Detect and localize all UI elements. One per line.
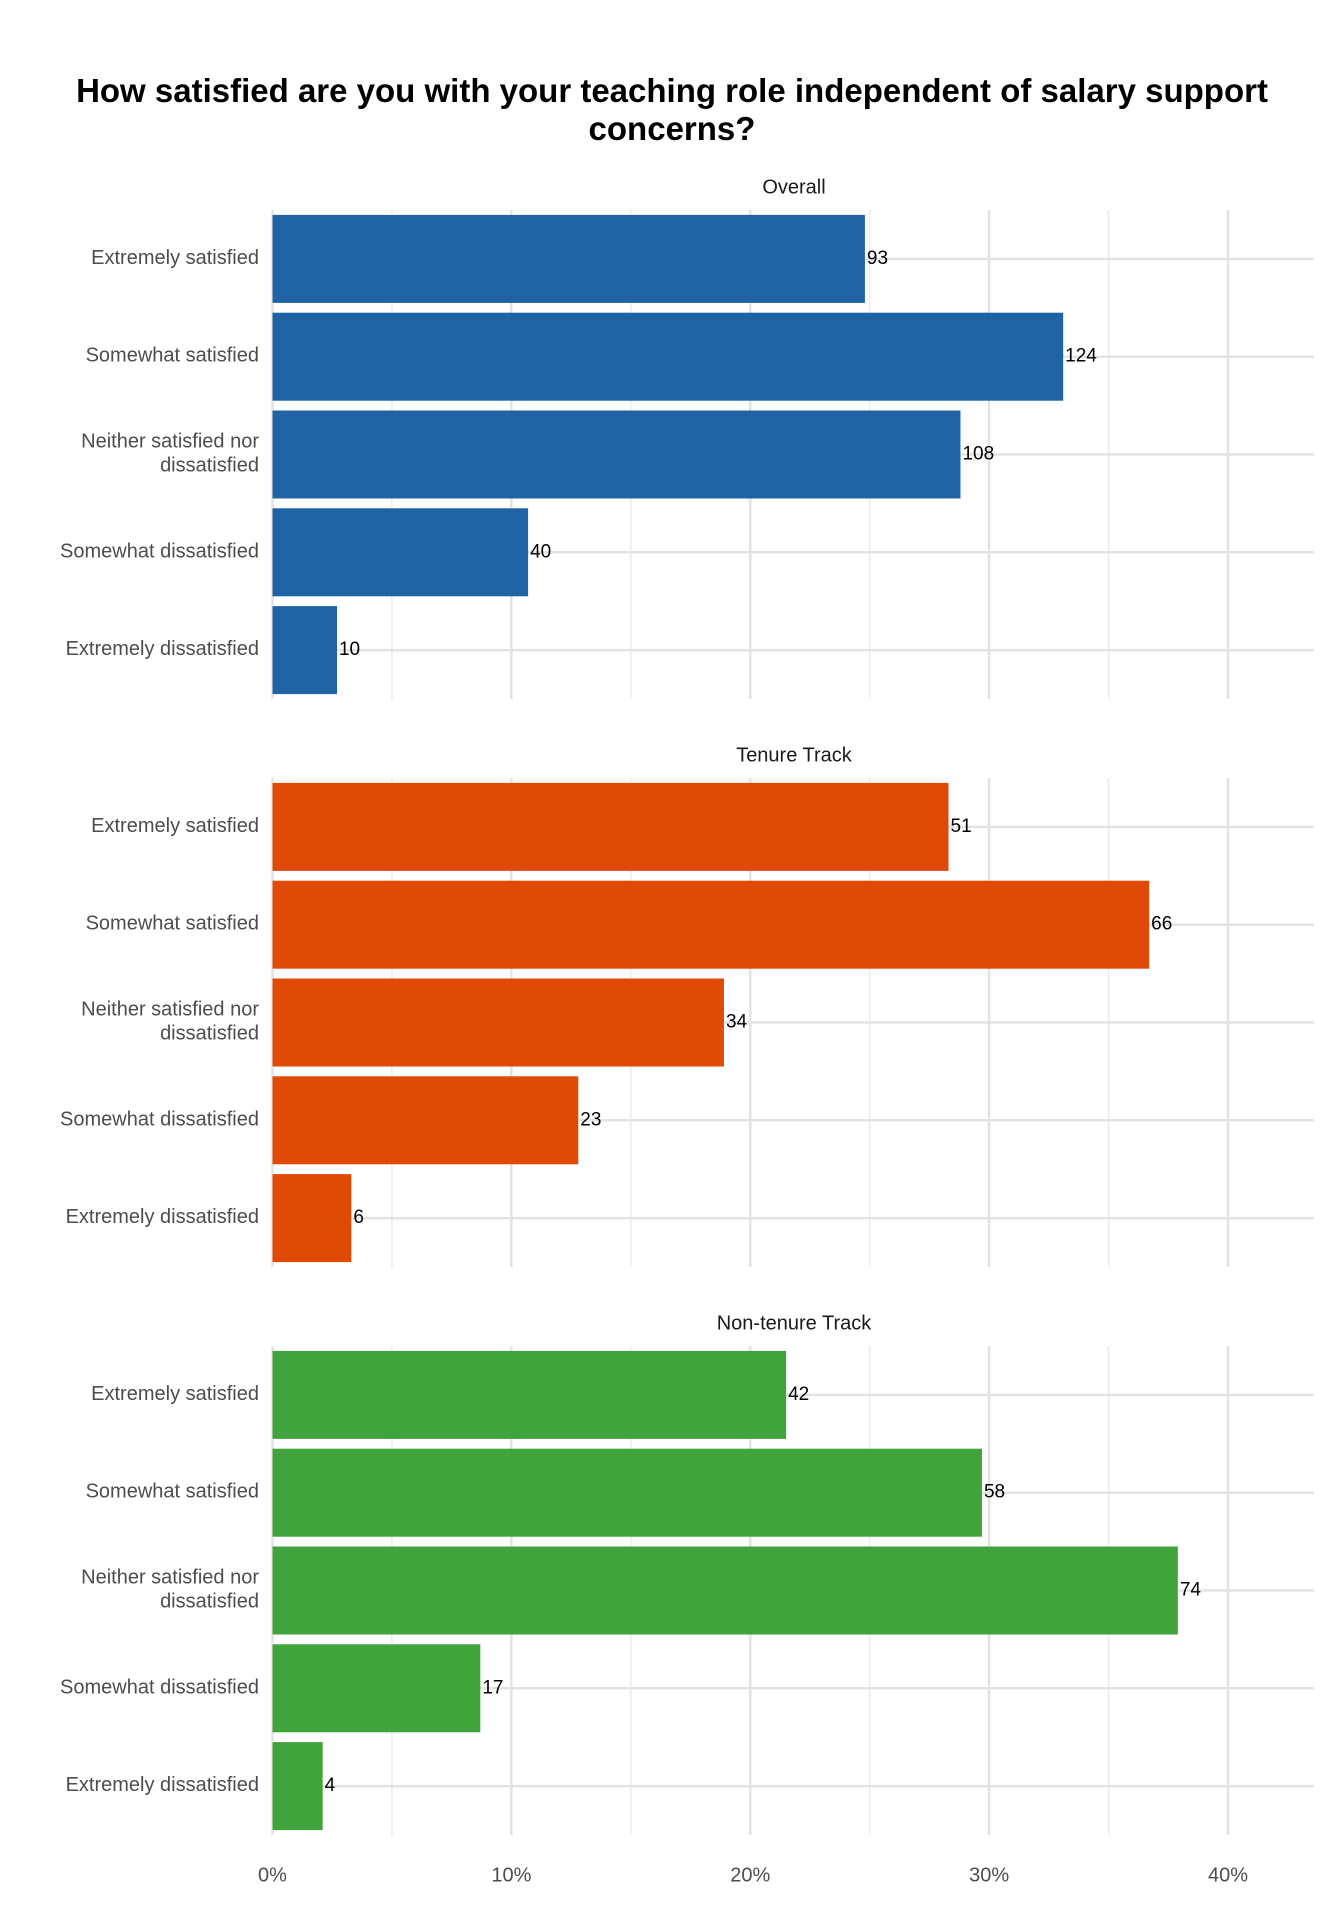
bar (272, 1448, 982, 1537)
y-tick-label: Extremely dissatisfied (66, 638, 259, 660)
label-line: dissatisfied (160, 1591, 259, 1613)
y-tick-label: Somewhat dissatisfied (60, 1109, 259, 1131)
bar (272, 978, 724, 1067)
bar (272, 508, 529, 597)
label-line: Somewhat satisfied (86, 1481, 259, 1503)
value-label: 93 (867, 248, 888, 269)
y-tick-label: Neither satisfied nor dissatisfied (81, 431, 259, 477)
label-line: Somewhat satisfied (86, 345, 259, 367)
label-line: Extremely satisfied (91, 247, 259, 269)
y-tick-label: Neither satisfied nor dissatisfied (81, 1567, 259, 1613)
value-label: 58 (984, 1482, 1005, 1503)
y-tick-label: Extremely dissatisfied (66, 1206, 259, 1228)
panel-title: Overall (762, 176, 825, 198)
label-line: dissatisfied (160, 1023, 259, 1045)
label-line: Extremely satisfied (91, 1383, 259, 1405)
label-line: Somewhat satisfied (86, 913, 259, 935)
value-label: 17 (482, 1677, 503, 1698)
label-line: Neither satisfied nor (81, 431, 259, 453)
value-label: 23 (580, 1109, 601, 1130)
x-tick-label: 20% (730, 1864, 770, 1886)
panel-title: Non-tenure Track (717, 1312, 873, 1334)
bar (272, 312, 1064, 401)
bar (272, 1174, 352, 1263)
y-tick-label: Somewhat dissatisfied (60, 541, 259, 563)
panel-title: Tenure Track (736, 744, 853, 766)
chart-title: How satisfied are you with your teaching… (76, 72, 1268, 147)
bar (272, 880, 1150, 969)
y-tick-label: Extremely dissatisfied (66, 1774, 259, 1796)
x-tick-label: 0% (258, 1864, 287, 1886)
bar (272, 1350, 787, 1439)
y-tick-label: Somewhat satisfied (86, 1481, 259, 1503)
label-line: Somewhat dissatisfied (60, 1109, 259, 1131)
bar (272, 214, 865, 303)
x-tick-label: 10% (491, 1864, 531, 1886)
value-label: 66 (1151, 914, 1172, 935)
y-tick-label: Somewhat satisfied (86, 345, 259, 367)
bar (272, 606, 337, 695)
y-tick-label: Neither satisfied nor dissatisfied (81, 999, 259, 1045)
label-line: Extremely dissatisfied (66, 638, 259, 660)
x-tick-label: 30% (969, 1864, 1009, 1886)
bar (272, 1076, 579, 1165)
value-label: 40 (530, 541, 551, 562)
x-tick-label: 40% (1208, 1864, 1248, 1886)
value-label: 6 (353, 1207, 364, 1228)
label-line: Extremely dissatisfied (66, 1774, 259, 1796)
label-line: Extremely dissatisfied (66, 1206, 259, 1228)
bar (272, 1742, 323, 1831)
label-line: Somewhat dissatisfied (60, 541, 259, 563)
value-label: 4 (325, 1775, 336, 1796)
label-line: Neither satisfied nor (81, 1567, 259, 1589)
y-tick-label: Extremely satisfied (91, 1383, 259, 1405)
bar (272, 410, 961, 499)
label-line: dissatisfied (160, 455, 259, 477)
value-label: 74 (1180, 1580, 1202, 1601)
value-label: 10 (339, 639, 360, 660)
title-line: concerns? (589, 110, 756, 147)
bar (272, 1546, 1178, 1635)
y-tick-label: Extremely satisfied (91, 815, 259, 837)
value-label: 51 (951, 816, 972, 837)
bar (272, 1644, 481, 1733)
y-tick-label: Extremely satisfied (91, 247, 259, 269)
label-line: Somewhat dissatisfied (60, 1677, 259, 1699)
label-line: Neither satisfied nor (81, 999, 259, 1021)
y-tick-label: Somewhat dissatisfied (60, 1677, 259, 1699)
y-tick-label: Somewhat satisfied (86, 913, 259, 935)
label-line: Extremely satisfied (91, 815, 259, 837)
value-label: 42 (788, 1384, 809, 1405)
bar (272, 782, 949, 871)
title-line: How satisfied are you with your teaching… (76, 72, 1268, 109)
value-label: 108 (962, 444, 994, 465)
value-label: 34 (726, 1012, 748, 1033)
value-label: 124 (1065, 346, 1097, 367)
